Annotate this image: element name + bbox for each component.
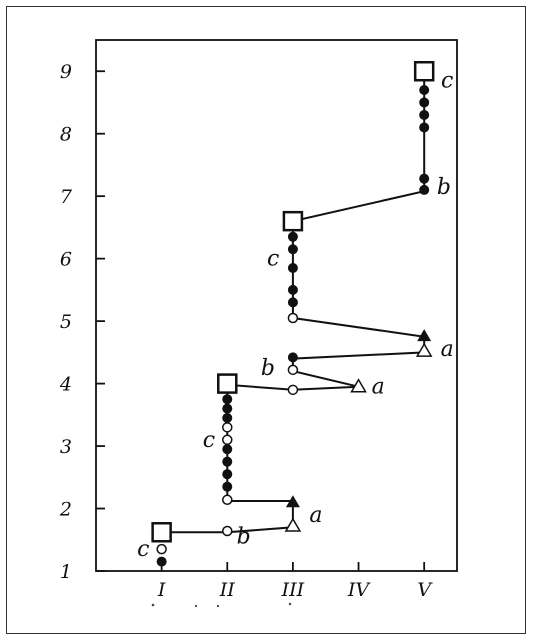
x-tick-label: I	[157, 579, 166, 601]
x-tick-label: IV	[347, 579, 372, 601]
square-marker	[217, 373, 238, 394]
filled-triangle-marker	[285, 495, 300, 508]
filled-circle-marker	[419, 184, 430, 195]
open-circle-marker	[222, 422, 233, 433]
square-marker	[151, 522, 172, 543]
open-triangle-marker	[284, 517, 302, 532]
x-tick-label: V	[417, 579, 433, 601]
annotation-label: c	[441, 69, 453, 94]
filled-circle-marker	[287, 231, 298, 242]
speck	[151, 603, 155, 607]
open-circle-marker	[287, 384, 299, 396]
speck	[288, 602, 292, 606]
filled-circle-marker	[222, 444, 233, 455]
y-tick-label: 1	[60, 561, 72, 583]
y-axis: 1 2 3 4 5 6 7 8 9	[59, 61, 105, 583]
filled-circle-marker	[222, 403, 233, 414]
filled-circle-marker	[287, 263, 298, 274]
x-tick-label: II	[219, 579, 236, 601]
filled-circle-marker	[222, 469, 233, 480]
plot-area-frame	[95, 39, 458, 572]
filled-circle-marker	[222, 412, 233, 423]
open-circle-marker	[222, 494, 233, 506]
annotation-label: a	[309, 503, 322, 528]
filled-circle-marker	[222, 456, 233, 467]
filled-circle-marker	[222, 394, 233, 405]
filled-circle-marker	[419, 122, 430, 133]
speck	[194, 604, 198, 608]
scan-specks	[151, 602, 292, 608]
x-axis: I II III IV V	[157, 562, 433, 601]
markers	[151, 60, 435, 567]
y-tick-label: 3	[60, 436, 72, 458]
square-marker	[413, 60, 435, 82]
annotation-label: c	[137, 537, 149, 562]
open-circle-marker	[287, 312, 299, 324]
x-tick-label: III	[281, 579, 305, 601]
filled-circle-marker	[287, 244, 298, 255]
y-tick-label: 7	[60, 186, 73, 208]
y-tick-label: 5	[60, 311, 72, 333]
speck	[216, 604, 220, 608]
open-triangle-marker	[350, 378, 367, 393]
annotation-label: a	[441, 337, 454, 362]
filled-circle-marker	[419, 97, 430, 108]
filled-circle-marker	[419, 109, 430, 120]
filled-circle-marker	[287, 284, 298, 295]
y-tick-label: 4	[59, 374, 72, 396]
annotation-label: c	[203, 428, 215, 453]
open-circle-marker	[222, 525, 233, 537]
annotation-label: b	[237, 525, 251, 550]
filled-triangle-marker	[417, 329, 432, 342]
filled-circle-marker	[287, 297, 298, 308]
annotation-label: b	[437, 175, 451, 200]
filled-circle-marker	[287, 352, 298, 363]
annotations: c b a c a b a c b c	[137, 69, 454, 563]
filled-circle-marker	[419, 173, 430, 184]
y-tick-label: 9	[60, 61, 72, 83]
filled-circle-marker	[156, 556, 167, 567]
annotation-label: b	[261, 356, 275, 381]
square-marker	[282, 210, 304, 232]
filled-circle-marker	[222, 481, 233, 492]
open-triangle-marker	[415, 342, 433, 357]
y-tick-label: 8	[60, 124, 72, 146]
open-circle-marker	[156, 543, 167, 555]
annotation-label: c	[267, 247, 279, 272]
filled-circle-marker	[419, 84, 430, 95]
open-circle-marker	[287, 364, 299, 376]
annotation-label: a	[372, 375, 385, 400]
y-tick-label: 2	[59, 499, 72, 521]
open-circle-marker	[222, 434, 233, 446]
y-tick-label: 6	[60, 249, 72, 271]
